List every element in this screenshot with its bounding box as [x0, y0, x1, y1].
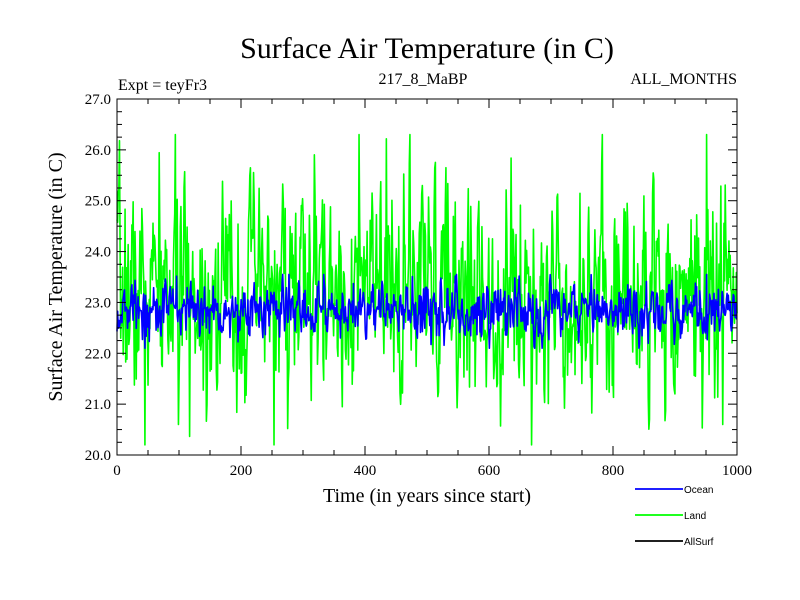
y-tick-label: 20.0 [85, 448, 111, 464]
axes-layer: 20.0 21.0 22.0 23.0 24.0 25.0 26.0 27.0 0 200 400 6… [85, 92, 752, 479]
legend-label-allsurf: AllSurf [684, 537, 714, 548]
legend-label-land: Land [684, 511, 706, 522]
x-tick-label: 400 [354, 463, 377, 479]
y-tick-label: 21.0 [85, 397, 111, 413]
legend-label-ocean: Ocean [684, 485, 713, 496]
x-tick-label: 800 [602, 463, 625, 479]
x-tick-label: 1000 [722, 463, 752, 479]
y-tick-label: 27.0 [85, 92, 111, 108]
x-axis-label: Time (in years since start) [323, 485, 531, 507]
series-ocean-line [116, 273, 738, 349]
x-tick-label: 200 [230, 463, 253, 479]
y-axis-label: Surface Air Temperature (in C) [45, 152, 67, 401]
x-tick-label: 0 [113, 463, 121, 479]
subtitle-right: ALL_MONTHS [630, 71, 737, 88]
y-tick-label: 22.0 [85, 346, 111, 362]
legend: Ocean Land AllSurf [635, 485, 714, 548]
series-layer [116, 133, 738, 446]
series-land-line [116, 133, 738, 446]
x-tick-label: 600 [478, 463, 501, 479]
y-tick-label: 25.0 [85, 194, 111, 210]
y-tick-label: 24.0 [85, 245, 111, 261]
subtitle-left: Expt = teyFr3 [118, 77, 207, 94]
y-tick-label: 23.0 [85, 295, 111, 311]
subtitle-center: 217_8_MaBP [379, 71, 468, 88]
y-tick-label: 26.0 [85, 143, 111, 159]
chart-title: Surface Air Temperature (in C) [240, 32, 614, 65]
